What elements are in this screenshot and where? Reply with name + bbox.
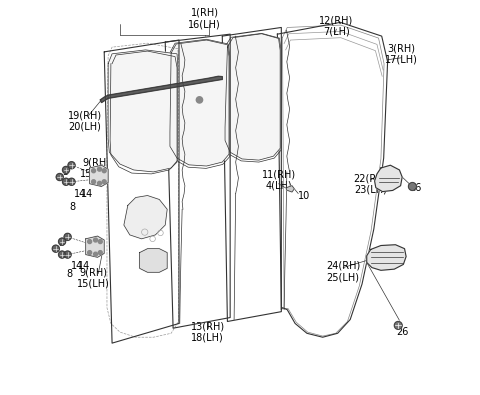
Circle shape bbox=[59, 251, 66, 258]
Polygon shape bbox=[104, 40, 179, 343]
Polygon shape bbox=[140, 249, 167, 272]
Circle shape bbox=[94, 252, 97, 256]
Polygon shape bbox=[170, 40, 229, 166]
Polygon shape bbox=[124, 196, 167, 239]
Circle shape bbox=[196, 97, 203, 103]
Text: 5: 5 bbox=[62, 167, 68, 177]
Text: 5: 5 bbox=[58, 238, 64, 248]
Circle shape bbox=[62, 166, 70, 173]
Circle shape bbox=[394, 322, 402, 329]
Text: 19(RH)
20(LH): 19(RH) 20(LH) bbox=[68, 110, 102, 132]
Text: 10: 10 bbox=[298, 190, 311, 201]
Circle shape bbox=[92, 180, 96, 184]
Circle shape bbox=[64, 251, 71, 258]
Circle shape bbox=[52, 245, 60, 252]
Polygon shape bbox=[108, 50, 178, 172]
Polygon shape bbox=[367, 245, 406, 270]
Circle shape bbox=[68, 178, 75, 185]
Polygon shape bbox=[86, 236, 104, 257]
Text: 13(RH)
18(LH): 13(RH) 18(LH) bbox=[191, 322, 225, 343]
Circle shape bbox=[68, 162, 75, 169]
Text: 22(RH)
23(LH): 22(RH) 23(LH) bbox=[353, 173, 388, 194]
Polygon shape bbox=[374, 165, 402, 192]
Text: 14: 14 bbox=[81, 189, 94, 199]
Circle shape bbox=[408, 182, 416, 190]
Polygon shape bbox=[222, 28, 281, 322]
Circle shape bbox=[102, 169, 106, 173]
Circle shape bbox=[97, 181, 101, 185]
Polygon shape bbox=[287, 186, 294, 192]
Circle shape bbox=[102, 180, 106, 184]
Circle shape bbox=[92, 169, 96, 173]
Text: 14: 14 bbox=[73, 189, 86, 199]
Circle shape bbox=[62, 178, 70, 185]
Polygon shape bbox=[100, 76, 222, 103]
Text: 11(RH)
4(LH): 11(RH) 4(LH) bbox=[262, 169, 296, 190]
Text: 8: 8 bbox=[67, 269, 72, 279]
Text: 2(RH)
6(LH): 2(RH) 6(LH) bbox=[149, 63, 177, 84]
Circle shape bbox=[64, 233, 71, 241]
Polygon shape bbox=[277, 23, 388, 337]
Circle shape bbox=[88, 251, 92, 254]
Text: 1(RH)
16(LH): 1(RH) 16(LH) bbox=[188, 8, 221, 29]
Text: 12(RH)
7(LH): 12(RH) 7(LH) bbox=[319, 16, 354, 37]
Circle shape bbox=[98, 240, 102, 244]
Polygon shape bbox=[90, 165, 108, 186]
Text: 26: 26 bbox=[409, 182, 421, 193]
Circle shape bbox=[98, 251, 102, 254]
Circle shape bbox=[88, 240, 92, 244]
Text: 24(RH)
25(LH): 24(RH) 25(LH) bbox=[326, 261, 360, 282]
Text: 14: 14 bbox=[71, 261, 83, 271]
Text: 26: 26 bbox=[396, 327, 408, 337]
Text: 9(RH)
15(LH): 9(RH) 15(LH) bbox=[77, 267, 109, 289]
Circle shape bbox=[56, 173, 63, 181]
Text: 21: 21 bbox=[204, 98, 216, 108]
Text: 8: 8 bbox=[70, 202, 76, 213]
Polygon shape bbox=[225, 34, 280, 160]
Circle shape bbox=[59, 238, 66, 245]
Circle shape bbox=[97, 167, 101, 171]
Text: 14: 14 bbox=[78, 261, 90, 271]
Text: 3(RH)
17(LH): 3(RH) 17(LH) bbox=[385, 43, 418, 64]
Text: 9(RH)
15(LH): 9(RH) 15(LH) bbox=[80, 157, 113, 179]
Circle shape bbox=[94, 238, 97, 242]
Polygon shape bbox=[165, 34, 230, 328]
